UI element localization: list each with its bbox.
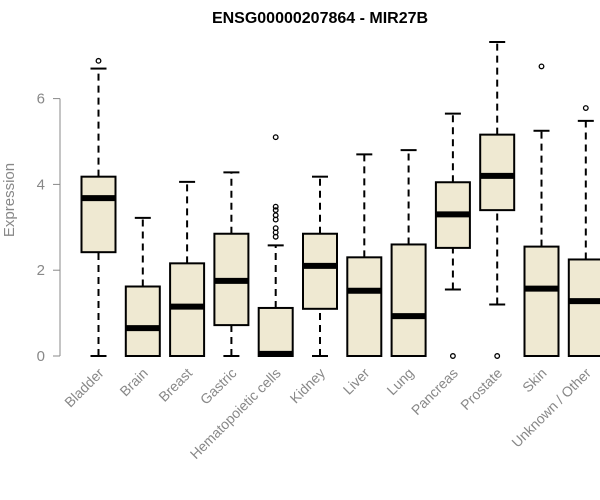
box-kidney <box>302 175 338 357</box>
box-brain <box>124 216 161 358</box>
x-tick-label: Prostate <box>457 365 505 413</box>
x-tick-label: Bladder <box>61 365 107 411</box>
x-tick-label: Unknown / Other <box>508 365 594 451</box>
box-unknown-other <box>567 105 600 358</box>
y-tick-label: 4 <box>37 176 45 193</box>
box-iqr <box>346 256 383 357</box>
box-series <box>80 40 600 359</box>
box-prostate <box>479 40 516 359</box>
chart-title: ENSG00000207864 - MIR27B <box>212 10 428 27</box>
box-liver <box>346 153 383 357</box>
outlier-point <box>272 216 279 223</box>
box-iqr <box>479 133 516 212</box>
box-iqr <box>80 175 117 254</box>
box-breast <box>169 180 206 357</box>
x-tick-label: Pancreas <box>408 365 461 418</box>
box-pancreas <box>434 112 471 359</box>
y-tick-label: 6 <box>37 91 45 108</box>
y-axis-label: Expression <box>1 163 18 237</box>
y-tick-label: 2 <box>37 262 45 279</box>
x-tick-label: Breast <box>155 365 195 405</box>
x-tick-label: Kidney <box>287 365 329 407</box>
outlier-point <box>95 57 102 64</box>
box-hematopoietic-cells <box>257 134 294 357</box>
outlier-point <box>449 353 456 359</box>
box-iqr <box>124 285 161 358</box>
x-tick-label: Liver <box>340 365 373 398</box>
x-tick-label: Skin <box>519 365 550 396</box>
box-iqr <box>390 243 427 358</box>
box-iqr <box>257 306 294 357</box>
y-axis: 0 2 4 6 <box>37 91 61 365</box>
box-skin <box>523 63 560 357</box>
box-lung <box>390 149 427 358</box>
x-tick-label: Gastric <box>197 365 240 408</box>
outlier-point <box>272 134 279 141</box>
box-iqr <box>169 262 206 357</box>
outlier-point <box>272 203 279 210</box>
outlier-point <box>494 353 501 359</box>
box-gastric <box>213 171 250 357</box>
box-iqr <box>523 245 560 357</box>
outlier-point <box>272 233 279 240</box>
x-tick-label: Lung <box>383 365 416 398</box>
outlier-point <box>582 105 589 111</box>
box-iqr <box>567 258 600 358</box>
x-tick-label: Brain <box>116 365 150 399</box>
y-tick-label: 0 <box>37 348 45 365</box>
outlier-point <box>538 63 545 70</box>
box-iqr <box>302 232 338 310</box>
box-bladder <box>80 57 117 357</box>
